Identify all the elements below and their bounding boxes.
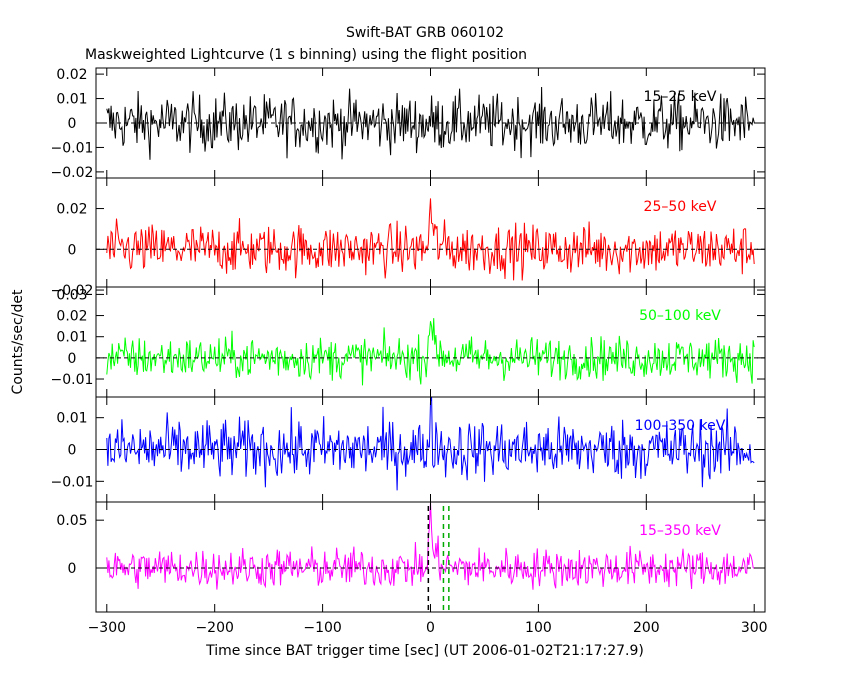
y-tick-label-1-1: 0 xyxy=(68,242,77,258)
y-tick-label-1-0: −0.02 xyxy=(51,283,94,299)
panel-frame-1 xyxy=(95,177,766,288)
y-tick-label-1-2: 0.02 xyxy=(56,202,87,218)
series-line-1 xyxy=(106,198,755,281)
y-tick-label-0-1: −0.01 xyxy=(51,140,94,156)
panel-1: −0.02 0 0.02 25–50 keV xyxy=(51,177,766,299)
band-label-0: 15–25 keV xyxy=(644,89,717,105)
panel-2: −0.01 0 0.01 0.02 0.03 50–100 keV xyxy=(51,286,766,398)
y-tick-label-2-2: 0.01 xyxy=(56,330,87,346)
y-tick-label-0-3: 0.01 xyxy=(56,92,87,108)
series-line-0 xyxy=(106,86,755,160)
x-tick-label-4: 100 xyxy=(525,620,552,636)
x-axis-label: Time since BAT trigger time [sec] (UT 20… xyxy=(205,643,644,659)
chart-subtitle: Maskweighted Lightcurve (1 s binning) us… xyxy=(85,47,527,63)
y-axis-label: Counts/sec/det xyxy=(10,289,26,394)
y-tick-label-3-1: 0 xyxy=(68,443,77,459)
band-label-3: 100–350 keV xyxy=(635,418,726,434)
band-label-1: 25–50 keV xyxy=(644,199,717,215)
x-tick-label-1: −200 xyxy=(195,620,233,636)
y-tick-label-2-0: −0.01 xyxy=(51,372,94,388)
x-tick-label-2: −100 xyxy=(303,620,341,636)
series-line-3 xyxy=(106,396,755,491)
panels-group: −0.02 −0.01 0 0.01 0.02 15–25 keV −0.02 0 0.02 25… xyxy=(51,67,768,636)
panel-0: −0.02 −0.01 0 0.01 0.02 15–25 keV xyxy=(51,67,766,181)
y-tick-label-2-1: 0 xyxy=(68,351,77,367)
y-tick-label-4-1: 0.05 xyxy=(56,513,87,529)
y-tick-label-0-0: −0.02 xyxy=(51,165,94,181)
y-tick-label-3-0: −0.01 xyxy=(51,474,94,490)
chart-title: Swift-BAT GRB 060102 xyxy=(346,25,504,41)
band-label-4: 15–350 keV xyxy=(639,523,721,539)
band-label-2: 50–100 keV xyxy=(639,308,721,324)
y-tick-label-3-2: 0.01 xyxy=(56,411,87,427)
series-line-2 xyxy=(106,318,755,386)
x-tick-label-6: 300 xyxy=(741,620,768,636)
x-tick-label-5: 200 xyxy=(633,620,660,636)
y-tick-label-2-3: 0.02 xyxy=(56,309,87,325)
x-tick-label-0: −300 xyxy=(88,620,126,636)
y-tick-label-2-4: 0.03 xyxy=(56,287,87,303)
panel-3: −0.01 0 0.01 100–350 keV xyxy=(51,396,766,503)
y-tick-label-0-4: 0.02 xyxy=(56,67,87,83)
panel-4: 0 0.05 15–350 keV xyxy=(56,501,766,613)
x-tick-label-3: 0 xyxy=(426,620,435,636)
series-line-4 xyxy=(106,501,755,590)
y-tick-label-4-0: 0 xyxy=(68,561,77,577)
panel-frame-2 xyxy=(95,286,766,398)
y-tick-label-0-2: 0 xyxy=(68,116,77,132)
